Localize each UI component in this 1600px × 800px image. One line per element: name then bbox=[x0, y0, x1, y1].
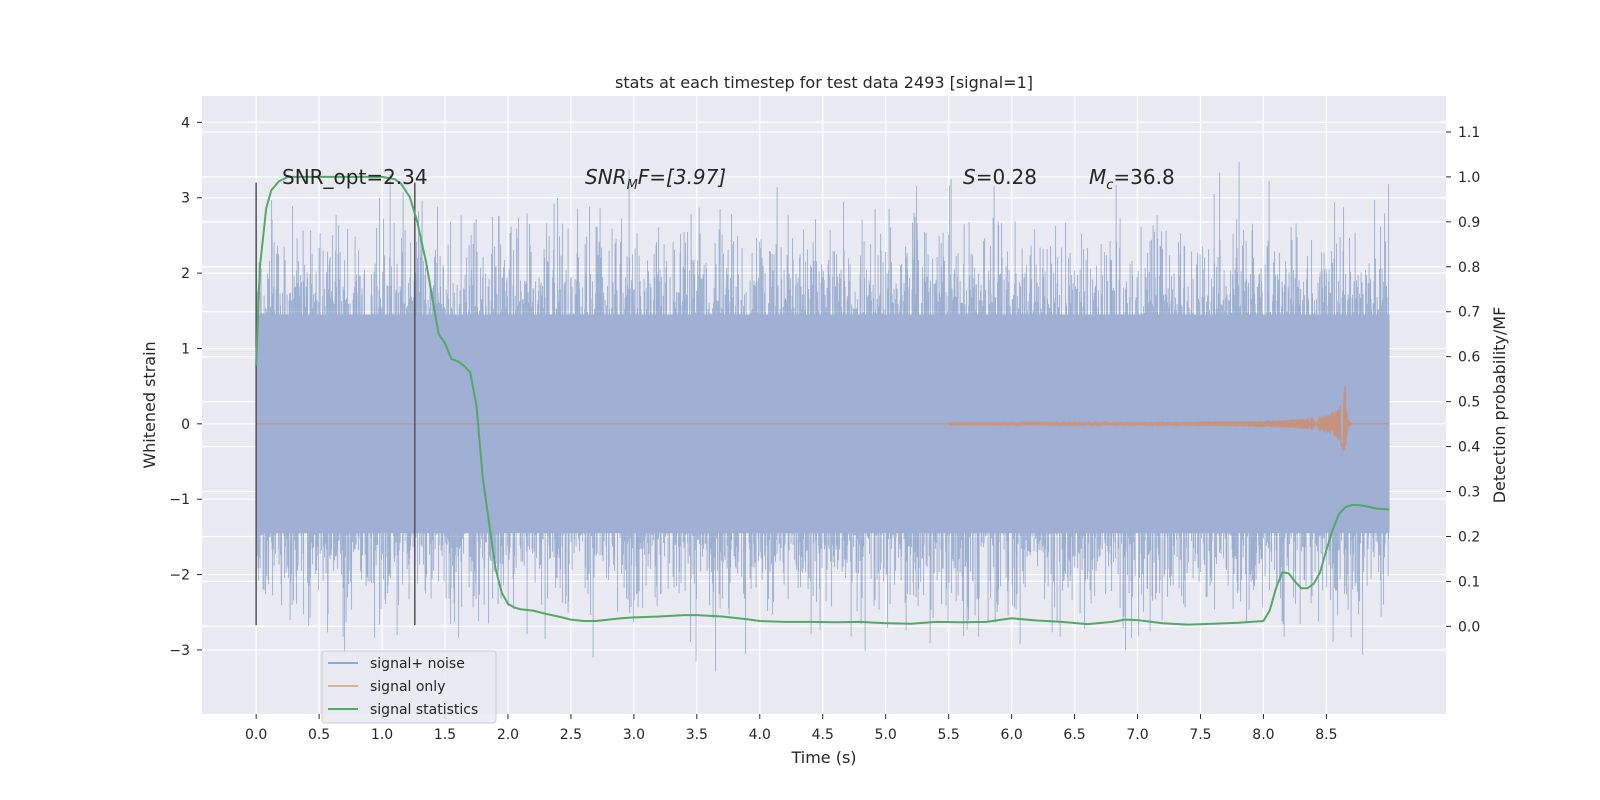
y-right-tick-label: 0.2 bbox=[1458, 529, 1480, 545]
y-right-tick-label: 0.8 bbox=[1458, 260, 1480, 276]
y-left-tick-label: 0 bbox=[181, 417, 190, 433]
x-tick-label: 3.5 bbox=[686, 727, 708, 743]
x-tick-label: 1.5 bbox=[434, 727, 456, 743]
x-tick-label: 6.0 bbox=[1000, 727, 1022, 743]
y-right-tick-label: 0.7 bbox=[1458, 305, 1480, 321]
legend-label-signal-plus-noise: signal+ noise bbox=[370, 656, 465, 672]
x-tick-label: 0.0 bbox=[245, 727, 267, 743]
x-tick-label: 4.0 bbox=[749, 727, 771, 743]
legend-box bbox=[321, 650, 497, 724]
y-right-tick-label: 0.5 bbox=[1458, 395, 1480, 411]
signal-statistics-series bbox=[255, 175, 1390, 626]
y-axis-left-ticks: 4 3 2 1 0 −1 −2 −3 bbox=[169, 115, 202, 659]
x-tick-label: 3.0 bbox=[623, 727, 645, 743]
y-left-tick-label: −2 bbox=[169, 568, 190, 584]
annotation-mc-sub: c bbox=[1106, 178, 1113, 193]
x-tick-label: 4.5 bbox=[812, 727, 834, 743]
y-right-tick-label: 0.9 bbox=[1458, 215, 1480, 231]
marker-lines bbox=[255, 182, 416, 626]
x-tick-label: 5.5 bbox=[938, 727, 960, 743]
y-right-tick-label: 0.6 bbox=[1458, 350, 1480, 366]
y-left-tick-label: 2 bbox=[181, 266, 190, 282]
y-right-tick-label: 0.1 bbox=[1458, 574, 1480, 590]
y-right-tick-label: 1.1 bbox=[1458, 125, 1480, 141]
x-tick-label: 2.0 bbox=[497, 727, 519, 743]
x-tick-label: 0.5 bbox=[308, 727, 330, 743]
y-right-tick-label: 1.0 bbox=[1458, 170, 1480, 186]
x-tick-label: 8.5 bbox=[1315, 727, 1337, 743]
x-tick-label: 8.0 bbox=[1252, 727, 1274, 743]
x-axis-ticks: 0.0 0.5 1.0 1.5 2.0 2.5 3.0 3.5 4.0 4.5 5.0 5.5 6.0 6… bbox=[245, 714, 1338, 743]
annotation-s: S=0.28 bbox=[963, 165, 1037, 189]
legend: signal+ noise signal only signal statist… bbox=[321, 650, 497, 724]
annotation-snr-mf-suffix: F=[3.97] bbox=[638, 165, 726, 189]
y-left-tick-label: 1 bbox=[181, 341, 190, 357]
y-right-tick-label: 0.3 bbox=[1458, 485, 1480, 501]
signal-only-line bbox=[256, 385, 1390, 451]
annotation-mc-value: =36.8 bbox=[1113, 165, 1174, 189]
x-axis-label: Time (s) bbox=[790, 748, 856, 767]
annotation-mc: Mc=36.8 bbox=[1089, 165, 1175, 193]
annotation-snr-opt: SNR_opt=2.34 bbox=[282, 165, 428, 189]
annotation-s-var: S bbox=[963, 165, 976, 189]
y-left-tick-label: 3 bbox=[181, 191, 190, 207]
annotation-mc-var: M bbox=[1089, 165, 1106, 189]
annotation-snr-mf-prefix: SNR bbox=[585, 165, 627, 189]
x-tick-label: 1.0 bbox=[371, 727, 393, 743]
y-left-tick-label: 4 bbox=[181, 115, 190, 131]
legend-label-signal-statistics: signal statistics bbox=[370, 702, 478, 718]
annotation-snr-mf: SNRMF=[3.97] bbox=[585, 165, 726, 193]
x-tick-label: 5.0 bbox=[875, 727, 897, 743]
y-left-tick-label: −3 bbox=[169, 643, 190, 659]
y-axis-right-ticks: 1.1 1.0 0.9 0.8 0.7 0.6 0.5 0.4 0.3 0.2 0.1 0.0 bbox=[1446, 125, 1480, 635]
signal-statistics-line bbox=[255, 175, 1390, 626]
legend-label-signal-only: signal only bbox=[370, 679, 445, 695]
y-axis-right-label: Detection probability/MF bbox=[1490, 307, 1509, 504]
x-tick-label: 6.5 bbox=[1063, 727, 1085, 743]
y-right-tick-label: 0.4 bbox=[1458, 440, 1480, 456]
annotation-snr-mf-sub: M bbox=[627, 178, 638, 193]
y-right-tick-label: 0.0 bbox=[1458, 619, 1480, 635]
x-tick-label: 7.5 bbox=[1189, 727, 1211, 743]
x-tick-label: 2.5 bbox=[560, 727, 582, 743]
y-left-tick-label: −1 bbox=[169, 492, 190, 508]
annotation-s-value: =0.28 bbox=[976, 165, 1037, 189]
signal-only-series bbox=[256, 385, 1390, 451]
chart-title: stats at each timestep for test data 249… bbox=[615, 73, 1033, 92]
y-axis-left-label: Whitened strain bbox=[140, 341, 159, 468]
x-tick-label: 7.0 bbox=[1126, 727, 1148, 743]
